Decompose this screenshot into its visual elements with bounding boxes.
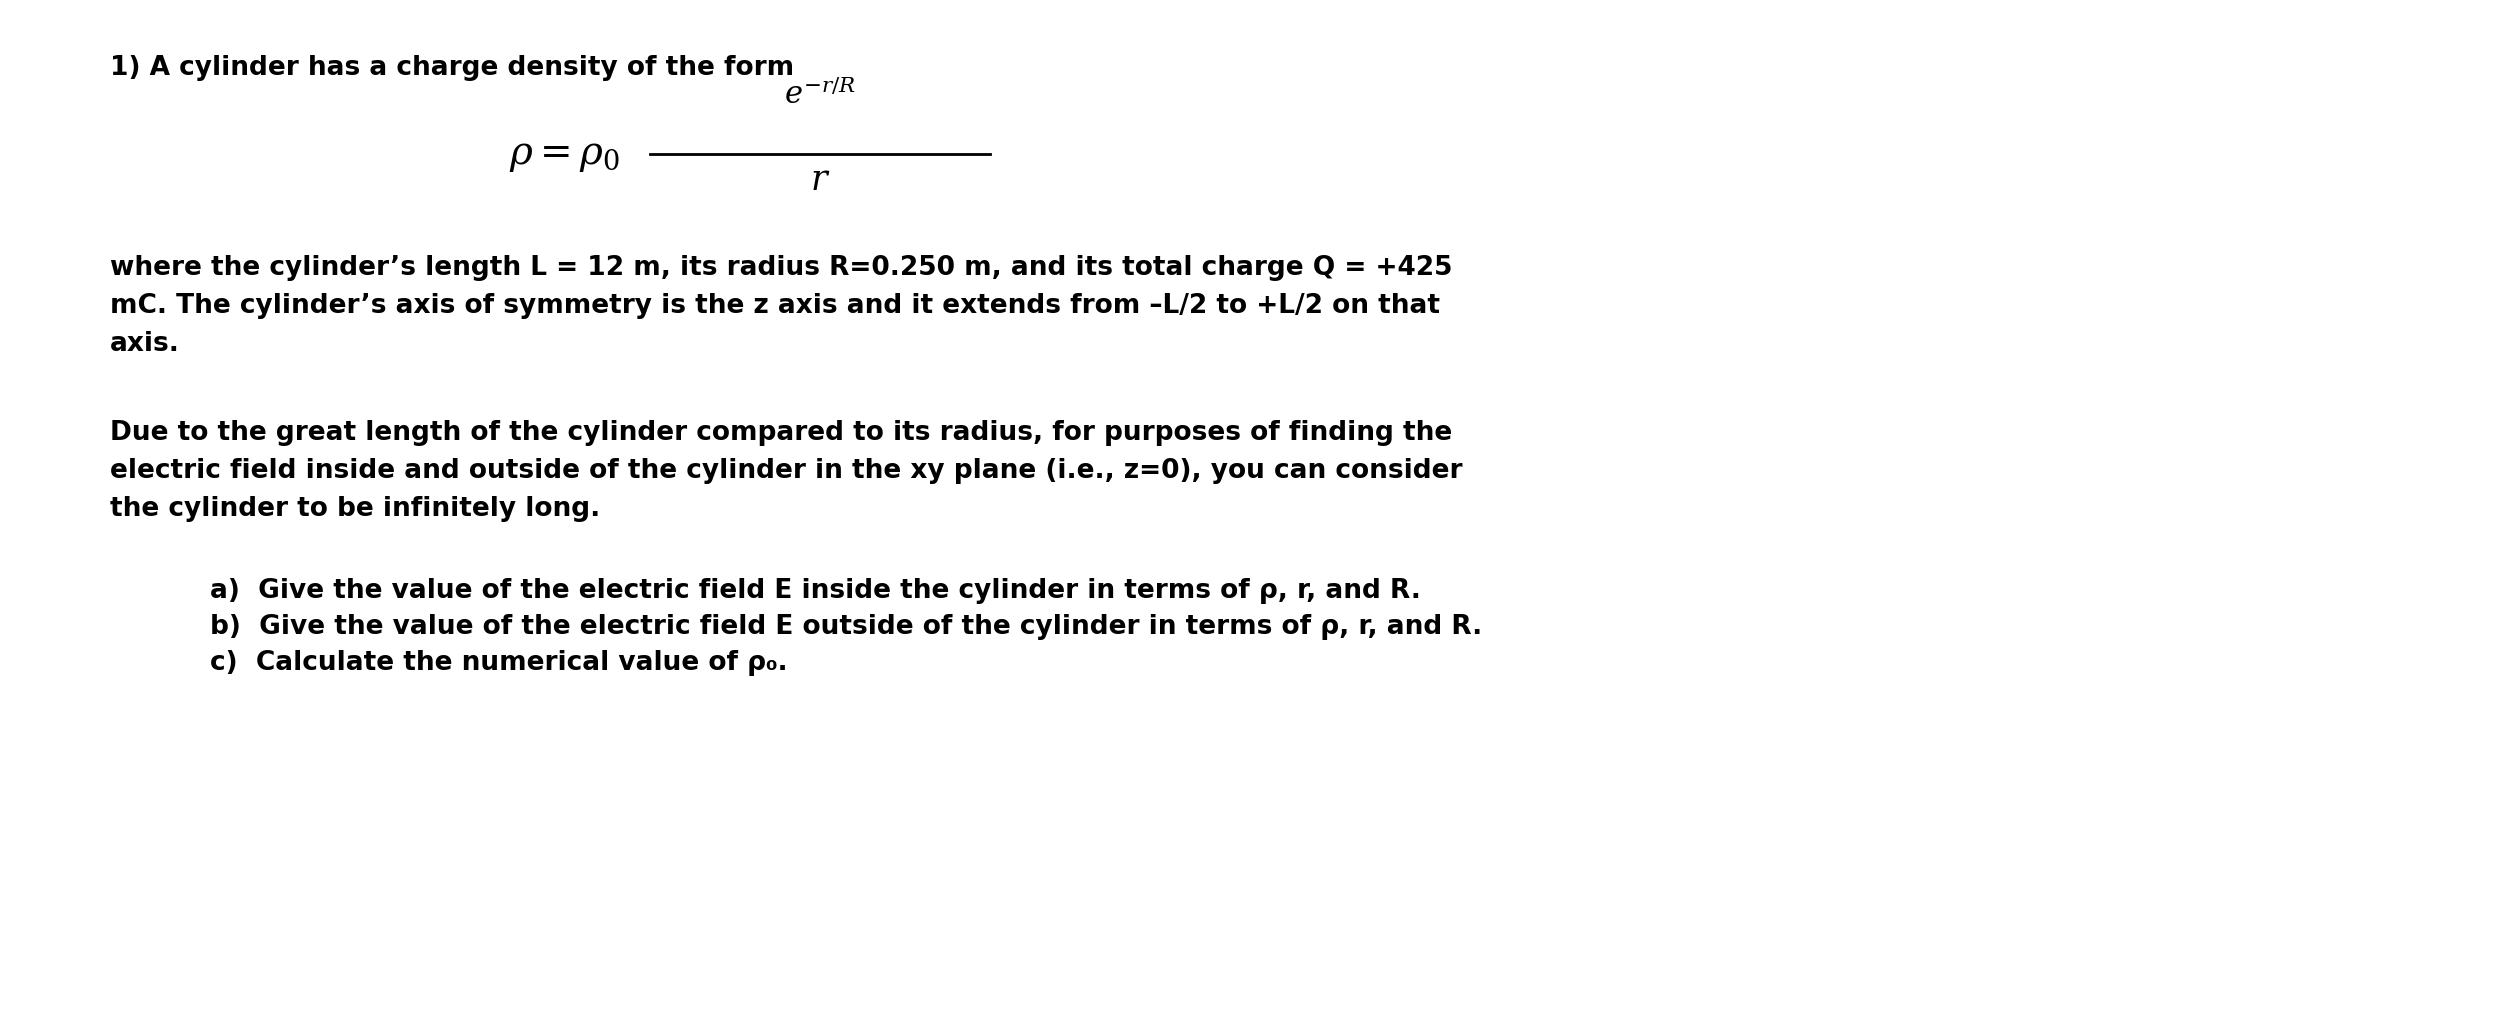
Text: the cylinder to be infinitely long.: the cylinder to be infinitely long.: [110, 495, 600, 522]
Text: a)  Give the value of the electric field E inside the cylinder in terms of ρ, r,: a) Give the value of the electric field …: [210, 577, 1420, 604]
Text: $r$: $r$: [810, 163, 830, 197]
Text: $\rho = \rho_0$: $\rho = \rho_0$: [510, 135, 620, 174]
Text: axis.: axis.: [110, 331, 180, 357]
Text: c)  Calculate the numerical value of ρ₀.: c) Calculate the numerical value of ρ₀.: [210, 649, 788, 675]
Text: 1) A cylinder has a charge density of the form: 1) A cylinder has a charge density of th…: [110, 55, 795, 81]
Text: $e^{-r/R}$: $e^{-r/R}$: [785, 78, 855, 110]
Text: b)  Give the value of the electric field E outside of the cylinder in terms of ρ: b) Give the value of the electric field …: [210, 614, 1482, 639]
Text: Due to the great length of the cylinder compared to its radius, for purposes of : Due to the great length of the cylinder …: [110, 420, 1452, 446]
Text: mC. The cylinder’s axis of symmetry is the z axis and it extends from –L/2 to +L: mC. The cylinder’s axis of symmetry is t…: [110, 293, 1440, 318]
Text: where the cylinder’s length L = 12 m, its radius R=0.250 m, and its total charge: where the cylinder’s length L = 12 m, it…: [110, 255, 1452, 281]
Text: electric field inside and outside of the cylinder in the xy plane (i.e., z=0), y: electric field inside and outside of the…: [110, 458, 1462, 483]
